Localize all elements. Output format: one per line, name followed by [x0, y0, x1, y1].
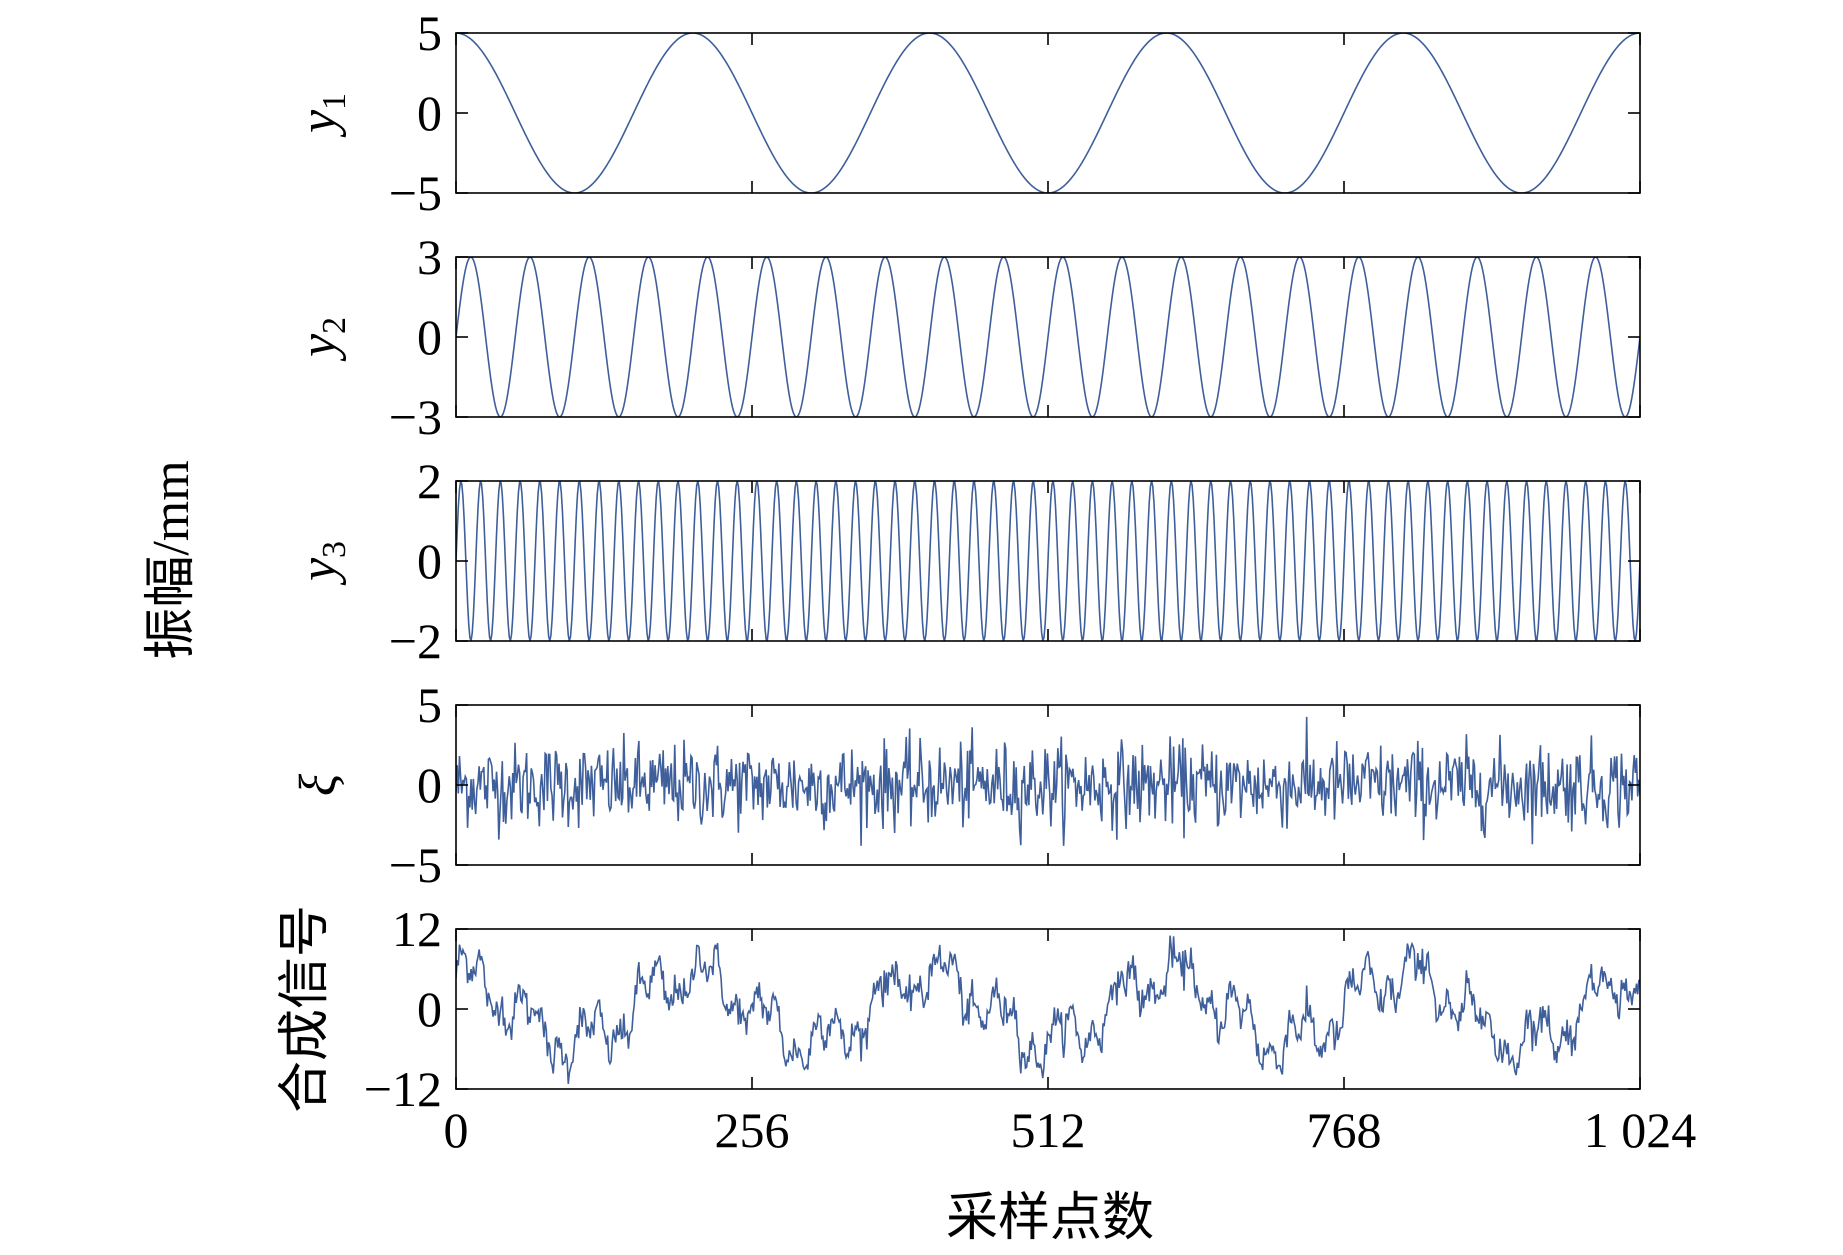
x-tick-label: 512 [1011, 1102, 1086, 1158]
y-tick-label: −2 [389, 613, 442, 669]
y-axis-label: 振幅/mm [143, 460, 200, 659]
subplots: 5 0 −5 y1 3 0 −3 y2 2 0 −2 y3 5 0 −5 ξ 12 0 −12 合成信号 [277, 5, 1641, 1117]
y-tick-label: −5 [389, 837, 442, 893]
subplot-5: 12 0 −12 合成信号 [277, 901, 1641, 1117]
subplot-3: 2 0 −2 y3 [290, 453, 1641, 669]
series-line-1 [456, 33, 1640, 193]
y-tick-label: −3 [389, 389, 442, 445]
y-tick-label: 12 [392, 901, 442, 957]
series-line-5 [456, 935, 1640, 1084]
subplot-1: 5 0 −5 y1 [290, 5, 1641, 221]
y-tick-label: 2 [417, 453, 442, 509]
y-tick-label: 0 [417, 309, 442, 365]
x-tick-labels: 0 256 512 768 1 024 [444, 1102, 1697, 1158]
subplot-4: 5 0 −5 ξ [290, 677, 1641, 893]
subplot-ylabel: ξ [290, 773, 347, 796]
x-tick-label: 256 [715, 1102, 790, 1158]
subplot-ylabel: 合成信号 [277, 905, 334, 1113]
series-line-2 [456, 257, 1640, 417]
y-tick-label: −5 [389, 165, 442, 221]
y-tick-label: 0 [417, 981, 442, 1037]
y-tick-label: 3 [417, 229, 442, 285]
subplot-ylabel: y2 [290, 317, 353, 362]
y-tick-label: 5 [417, 5, 442, 61]
series-line-3 [456, 481, 1640, 641]
series-line-4 [456, 716, 1640, 846]
subplot-2: 3 0 −3 y2 [290, 229, 1641, 445]
y-tick-label: 0 [417, 85, 442, 141]
x-tick-label: 768 [1307, 1102, 1382, 1158]
y-tick-label: 0 [417, 533, 442, 589]
subplot-ylabel: y3 [290, 541, 353, 586]
x-axis-label: 采样点数 [946, 1190, 1154, 1247]
x-tick-label: 0 [444, 1102, 469, 1158]
y-tick-label: 0 [417, 757, 442, 813]
x-tick-label: 1 024 [1584, 1102, 1697, 1158]
subplot-ylabel: y1 [290, 93, 353, 138]
y-tick-label: 5 [417, 677, 442, 733]
y-tick-label: −12 [364, 1061, 442, 1117]
